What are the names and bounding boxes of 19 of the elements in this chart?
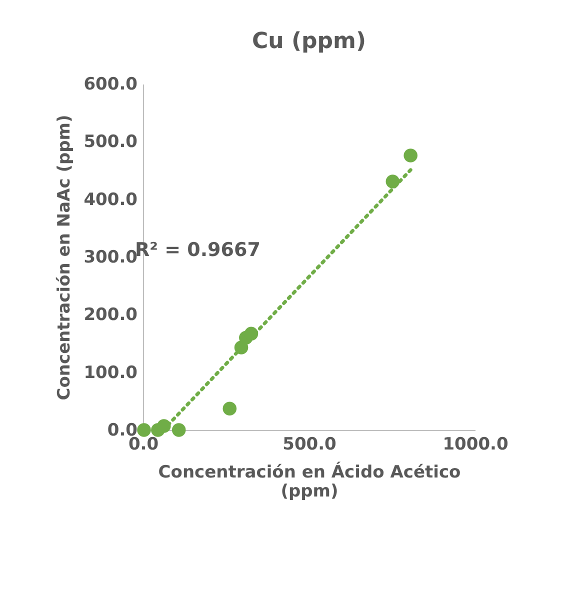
point xyxy=(244,326,258,341)
point xyxy=(172,423,186,437)
x-tick-label: 1000.0 xyxy=(442,434,508,454)
y-axis-title: Concentración en NaAc (ppm) xyxy=(54,114,75,400)
chart-title: Cu (ppm) xyxy=(252,29,366,54)
y-tick-label: 100.0 xyxy=(84,362,138,383)
y-tick-label: 300.0 xyxy=(84,248,138,268)
x-tick-label: 500.0 xyxy=(282,434,337,454)
y-tick-label: 600.0 xyxy=(84,74,138,94)
point xyxy=(222,402,237,416)
point xyxy=(137,423,151,437)
y-tick-label: 400.0 xyxy=(84,190,138,210)
y-tick-label: 500.0 xyxy=(84,132,138,152)
point xyxy=(386,174,400,188)
point xyxy=(404,148,418,162)
x-axis-title: Concentración en Ácido Acético (ppm) xyxy=(158,462,461,502)
y-tick-label: 200.0 xyxy=(84,305,138,326)
annotation: R² = 0.9667 xyxy=(135,239,260,261)
point xyxy=(157,419,171,433)
